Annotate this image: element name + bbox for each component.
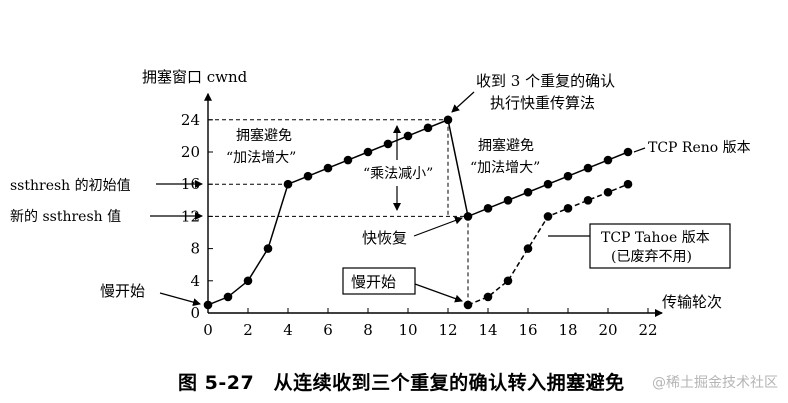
ca2-label-line2: “加法增大” [470, 160, 540, 176]
data-point-series-2 [583, 196, 593, 205]
data-point-series-2 [623, 179, 633, 189]
y-axis-label: 拥塞窗口 cwnd [142, 68, 248, 86]
x-tick-label: 22 [638, 321, 657, 339]
data-point-series-1 [323, 163, 333, 173]
x-tick-label: 16 [518, 321, 537, 339]
data-point-series-2 [483, 292, 493, 302]
data-point-series-1 [383, 139, 393, 149]
x-tick-label: 18 [558, 321, 577, 339]
data-point-series-1 [583, 163, 593, 173]
data-point-series-1 [463, 212, 473, 221]
data-point-series-2 [603, 187, 613, 197]
data-point-series-1 [483, 204, 493, 213]
annotations: 拥塞窗口 cwnd 传输轮次 ssthresh 的初始值 新的 ssthresh… [10, 68, 751, 311]
ssthresh-initial-label: ssthresh 的初始值 [10, 177, 131, 194]
x-tick-label: 14 [478, 321, 497, 339]
pointer-fast-recovery [413, 216, 463, 237]
y-tick-label: 8 [190, 240, 200, 258]
y-tick-label: 24 [181, 111, 200, 129]
data-point-series-1 [403, 131, 413, 141]
data-point-series-1 [523, 187, 533, 197]
data-point-series-2 [563, 204, 573, 213]
data-point-series-1 [343, 155, 353, 165]
x-tick-label: 6 [323, 321, 333, 339]
series-layer [203, 115, 633, 310]
x-tick-label: 12 [438, 321, 457, 339]
fast-recovery-label: 快恢复 [362, 229, 407, 247]
series-line-1 [207, 118, 629, 306]
y-tick-label: 4 [190, 272, 200, 290]
data-point-series-2 [503, 276, 513, 286]
slow-start-box-label: 慢开始 [351, 273, 396, 291]
x-axis-label: 传输轮次 [662, 293, 722, 311]
tahoe-label-line2: (已废弃不用) [611, 249, 692, 265]
x-tick-label: 0 [203, 321, 213, 339]
dup-ack-line1: 收到 3 个重复的确认 [476, 72, 615, 90]
slow-start-box [342, 267, 416, 295]
x-tick-label: 20 [598, 321, 617, 339]
x-tick-label: 4 [283, 321, 293, 339]
figure-caption: 图 5-27 从连续收到三个重复的确认转入拥塞避免 [178, 372, 625, 394]
data-point-series-1 [283, 179, 293, 189]
data-point-series-1 [563, 171, 573, 181]
ssthresh-new-label: 新的 ssthresh 值 [10, 209, 121, 225]
tahoe-label-box [589, 223, 731, 269]
pointer-reno [633, 147, 646, 153]
y-tick-label: 0 [190, 304, 200, 322]
x-tick-label: 8 [363, 321, 373, 339]
data-point-series-2 [463, 300, 473, 310]
data-point-series-1 [223, 292, 233, 302]
slow-start-left-label: 慢开始 [100, 282, 145, 300]
data-point-series-1 [543, 179, 553, 189]
data-point-series-2 [523, 244, 533, 253]
ca1-label-line1: 拥塞避免 [236, 127, 292, 144]
reference-lines [208, 119, 469, 305]
tahoe-label-line1: TCP Tahoe 版本 [601, 230, 710, 246]
data-point-series-1 [603, 155, 613, 165]
data-point-series-1 [423, 123, 433, 133]
pointer-slow-start-left [159, 292, 201, 307]
md-label: “乘法减小” [363, 166, 433, 182]
x-tick-label: 10 [398, 321, 417, 339]
watermark: @稀土掘金技术社区 [652, 375, 778, 391]
data-point-series-2 [543, 212, 553, 221]
dup-ack-line2: 执行快重传算法 [490, 94, 595, 112]
data-point-series-1 [243, 276, 253, 286]
data-point-series-1 [203, 300, 213, 310]
x-tick-label: 2 [243, 321, 253, 339]
data-point-series-1 [623, 147, 633, 157]
ca2-label-line1: 拥塞避免 [478, 137, 534, 154]
figure-caption-bar: 图 5-27 从连续收到三个重复的确认转入拥塞避免 @稀土掘金技术社区 [0, 368, 788, 398]
ca1-label-line2: “加法增大” [226, 150, 296, 166]
data-point-series-1 [263, 244, 273, 253]
data-point-series-1 [303, 171, 313, 181]
data-point-series-1 [443, 115, 453, 125]
pointer-dup-ack [451, 91, 475, 113]
data-point-series-1 [363, 147, 373, 157]
pointer-slow-start-box [414, 283, 463, 303]
y-tick-label: 20 [181, 143, 200, 161]
data-point-series-1 [503, 196, 513, 205]
reno-series-label: TCP Reno 版本 [648, 140, 751, 156]
annotation-pointers [150, 91, 646, 307]
